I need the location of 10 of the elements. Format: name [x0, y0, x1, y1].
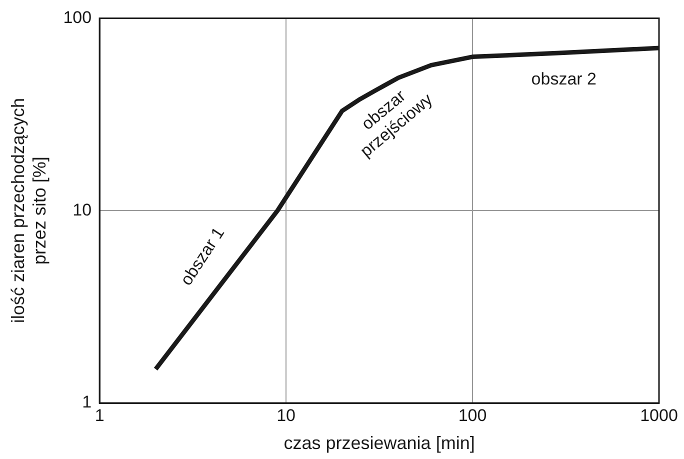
x-tick-label: 10 [276, 406, 296, 425]
y-tick-label: 10 [72, 200, 92, 220]
x-tick-label: 100 [458, 406, 487, 425]
y-tick-label: 1 [82, 392, 92, 412]
x-axis-title: czas przesiewania [min] [284, 433, 475, 454]
x-tick-label: 1 [94, 406, 104, 425]
annotation: obszar 2 [531, 69, 596, 88]
x-tick-label: 1000 [640, 406, 678, 425]
y-tick-label: 100 [63, 8, 92, 27]
y-axis-title: ilość ziaren przechodzących przez sito [%] [8, 98, 50, 324]
